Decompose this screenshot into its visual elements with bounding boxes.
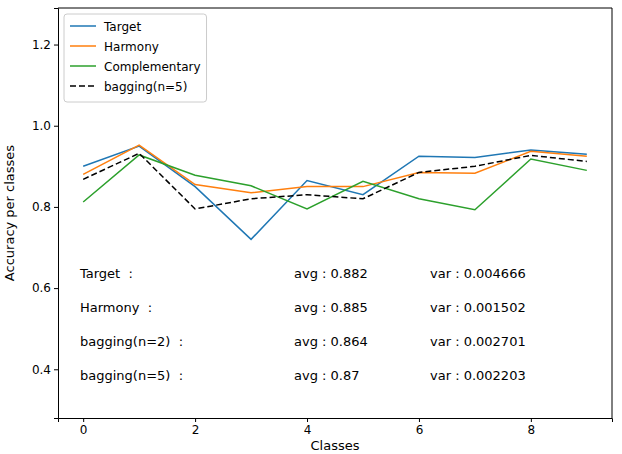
annotation: Target : [79, 266, 133, 281]
y-tick-mark [54, 45, 58, 46]
legend: Target Harmony Complementary bagging(n=5) [64, 14, 207, 102]
y-tick: 1.0 [32, 119, 58, 133]
x-tick-mark [195, 418, 196, 422]
y-tick-mark [54, 126, 58, 127]
legend-swatch [70, 65, 96, 67]
x-tick-mark [531, 418, 532, 422]
y-tick-label: 0.8 [32, 200, 51, 214]
legend-item: Target [70, 20, 141, 34]
x-tick-mark [307, 418, 308, 422]
y-tick-label: 1.2 [32, 38, 51, 52]
series-line [83, 153, 587, 209]
y-tick: 0.8 [32, 200, 58, 214]
annotation: avg : 0.864 [294, 334, 368, 349]
x-tick-mark [83, 418, 84, 422]
lines [83, 145, 587, 239]
frame-right [612, 8, 613, 418]
x-tick: 4 [304, 418, 312, 437]
legend-swatch [70, 25, 96, 27]
legend-item: bagging(n=5) [70, 80, 187, 94]
annotation: var : 0.002701 [430, 334, 526, 349]
annotation: avg : 0.885 [294, 300, 368, 315]
legend-item: Harmony [70, 40, 159, 54]
legend-label: bagging(n=5) [104, 80, 187, 94]
annotation: var : 0.004666 [430, 266, 526, 281]
x-tick: 8 [528, 418, 536, 437]
annotation: var : 0.002203 [430, 368, 526, 383]
x-tick-label: 6 [416, 423, 424, 437]
annotation: Harmony : [80, 300, 152, 315]
legend-label: Harmony [104, 40, 159, 54]
annotation: avg : 0.882 [294, 266, 368, 281]
x-tick-label: 0 [80, 423, 88, 437]
y-tick: 0.4 [32, 363, 58, 377]
y-tick-label: 0.6 [32, 281, 51, 295]
x-tick-label: 4 [304, 423, 312, 437]
y-tick: 0.6 [32, 281, 58, 295]
x-tick-label: 2 [192, 423, 200, 437]
plot: 0 2 4 6 8 0.4 0.6 0.8 1.0 1.2 Target : avg : 0.882 v… [32, 8, 613, 437]
y-tick-label: 1.0 [32, 119, 51, 133]
x-tick-mark [419, 418, 420, 422]
x-tick-label: 8 [528, 423, 536, 437]
y-axis-line [54, 9, 59, 419]
x-tick: 6 [416, 418, 424, 437]
y-tick-mark [54, 288, 58, 289]
annotation: bagging(n=2) : [80, 334, 183, 349]
y-tick-label: 0.4 [32, 363, 51, 377]
legend-swatch [70, 85, 96, 87]
series-line [83, 145, 587, 192]
y-axis-title: Accuracy per classes [2, 145, 17, 281]
annotation: var : 0.001502 [430, 300, 526, 315]
y-tick-mark [54, 207, 58, 208]
legend-item: Complementary [70, 60, 201, 74]
annotations: Target : avg : 0.882 var : 0.004666 Harmony… [79, 266, 526, 383]
annotation: avg : 0.87 [294, 368, 360, 383]
legend-swatch [70, 45, 96, 47]
chart: 0 2 4 6 8 0.4 0.6 0.8 1.0 1.2 Target : avg : 0.882 v… [0, 0, 622, 454]
x-axis: 0 2 4 6 8 [59, 418, 613, 437]
x-tick: 0 [80, 418, 88, 437]
legend-label: Complementary [104, 60, 201, 74]
x-tick: 2 [192, 418, 200, 437]
series-line [83, 155, 587, 210]
frame-top [58, 8, 612, 9]
y-tick: 1.2 [32, 38, 58, 52]
y-tick-mark [54, 369, 58, 370]
legend-box [64, 14, 207, 102]
annotation: bagging(n=5) : [80, 368, 183, 383]
y-axis: 0.4 0.6 0.8 1.0 1.2 [32, 9, 59, 419]
x-axis-title: Classes [311, 438, 360, 453]
x-axis-line [59, 419, 613, 423]
series-line [83, 146, 587, 239]
legend-label: Target [103, 20, 141, 34]
